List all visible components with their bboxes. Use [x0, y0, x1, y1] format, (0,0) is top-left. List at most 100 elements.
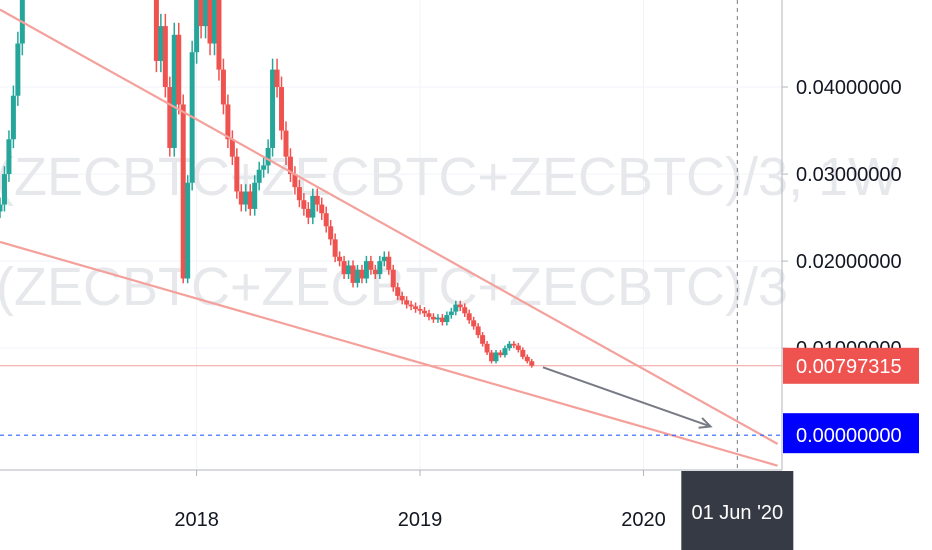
candle-body-85	[493, 352, 499, 362]
candle-body-28	[238, 191, 244, 205]
candle-body-23	[216, 0, 222, 70]
candle-body-3	[10, 95, 16, 140]
candle-body-22	[211, 0, 217, 44]
candle-body-82	[480, 335, 486, 344]
candle-body-59	[377, 261, 383, 275]
candle-body-73	[439, 317, 445, 323]
trendlines[interactable]	[0, 8, 779, 467]
candle-body-66	[408, 304, 414, 307]
candle-body-90	[515, 345, 521, 350]
candle-body-14	[176, 34, 182, 105]
candle-body-63	[395, 287, 401, 296]
projection-arrow[interactable]	[542, 366, 713, 429]
candle-body-56	[363, 261, 369, 279]
price-tick-label-1: 0.03000000	[796, 164, 902, 186]
candle-body-78	[462, 307, 468, 314]
time-tick-label-1: 2019	[398, 509, 443, 531]
time-axis[interactable]: 2018 2019 2020	[174, 470, 666, 531]
candle-body-64	[399, 295, 405, 301]
candle-body-91	[520, 349, 526, 357]
candle-body-26	[229, 139, 235, 157]
candle-body-9	[153, 0, 159, 61]
grid-lines	[0, 0, 782, 470]
candle-body-84	[489, 352, 495, 362]
candle-body-55	[359, 269, 365, 279]
candle-body-67	[413, 306, 419, 309]
candle-body-46	[319, 204, 325, 214]
candle-body-60	[381, 256, 387, 262]
candle-body-35	[270, 69, 276, 148]
candle-body-72	[435, 317, 441, 320]
candle-body-34	[265, 147, 271, 166]
candle-body-58	[372, 269, 378, 275]
price-tick-label-2: 0.02000000	[796, 251, 902, 273]
time-tick-label-0: 2018	[174, 509, 219, 531]
candle-body-86	[497, 352, 503, 356]
candle-body-53	[350, 265, 356, 283]
candle-body-0	[0, 204, 3, 212]
candle-body-18	[194, 0, 200, 53]
watermark-line-1: (ZECBTC+ZECBTC+ZECBTC)/3, 1W	[0, 147, 899, 207]
crosshair-price-label: 0.00000000	[796, 425, 902, 447]
candle-body-87	[502, 348, 508, 356]
trendline-lower[interactable]	[0, 240, 778, 467]
candle-body-11	[162, 26, 168, 88]
last-price-tag: 0.00797315	[783, 347, 919, 384]
candle-body-21	[207, 0, 213, 44]
candle-body-19	[198, 0, 204, 27]
candle-body-13	[171, 34, 177, 148]
candle-body-41	[296, 187, 302, 201]
candle-body-39	[287, 156, 293, 175]
crosshair-time-label: 01 Jun '20	[691, 502, 783, 524]
candle-body-50	[337, 256, 343, 262]
candle-body-52	[346, 265, 352, 275]
candle-body-75	[448, 311, 454, 316]
candle-body-48	[328, 226, 334, 240]
candle-body-74	[444, 315, 450, 323]
candle-body-43	[305, 208, 311, 218]
trendline-upper[interactable]	[0, 8, 779, 445]
price-tick-label-0: 0.04000000	[796, 77, 902, 99]
candle-body-93	[529, 361, 535, 366]
candle-body-79	[466, 313, 472, 321]
candle-body-54	[354, 269, 360, 283]
crosshair-time-tag: 01 Jun '20	[681, 471, 794, 550]
candle-body-62	[390, 269, 396, 288]
candle-body-83	[484, 343, 490, 353]
candle-body-30	[247, 191, 253, 209]
arrow-shaft[interactable]	[542, 366, 711, 428]
candle-body-70	[426, 313, 432, 317]
candle-body-25	[225, 104, 231, 140]
candle-body-77	[457, 304, 463, 308]
candle-body-44	[310, 195, 316, 218]
last-price-label: 0.00797315	[796, 356, 902, 378]
arrow-head	[698, 417, 713, 429]
candle-body-32	[256, 169, 262, 183]
candle-body-2	[6, 139, 12, 175]
candle-body-81	[475, 326, 481, 336]
candle-body-31	[252, 182, 258, 209]
crosshair-price-tag: 0.00000000	[783, 413, 919, 454]
candle-body-40	[292, 174, 298, 188]
candle-body-38	[283, 130, 289, 157]
candle-body-33	[261, 165, 267, 170]
candle-body-49	[332, 239, 338, 257]
candle-body-80	[471, 320, 477, 327]
candle-body-42	[301, 200, 307, 209]
candle-body-36	[274, 69, 280, 88]
time-tick-label-2: 2020	[621, 509, 666, 531]
candle-body-92	[524, 356, 530, 362]
candle-body-76	[453, 304, 459, 312]
candle-body-1	[1, 174, 7, 205]
candle-body-69	[422, 310, 428, 314]
candle-body-61	[386, 256, 392, 270]
candle-body-45	[314, 195, 320, 205]
candle-body-68	[417, 308, 423, 311]
candle-body-20	[203, 0, 209, 27]
candle-body-12	[167, 87, 173, 148]
candle-body-16	[185, 182, 191, 279]
candle-body-71	[430, 316, 436, 320]
candle-body-4	[15, 43, 21, 96]
